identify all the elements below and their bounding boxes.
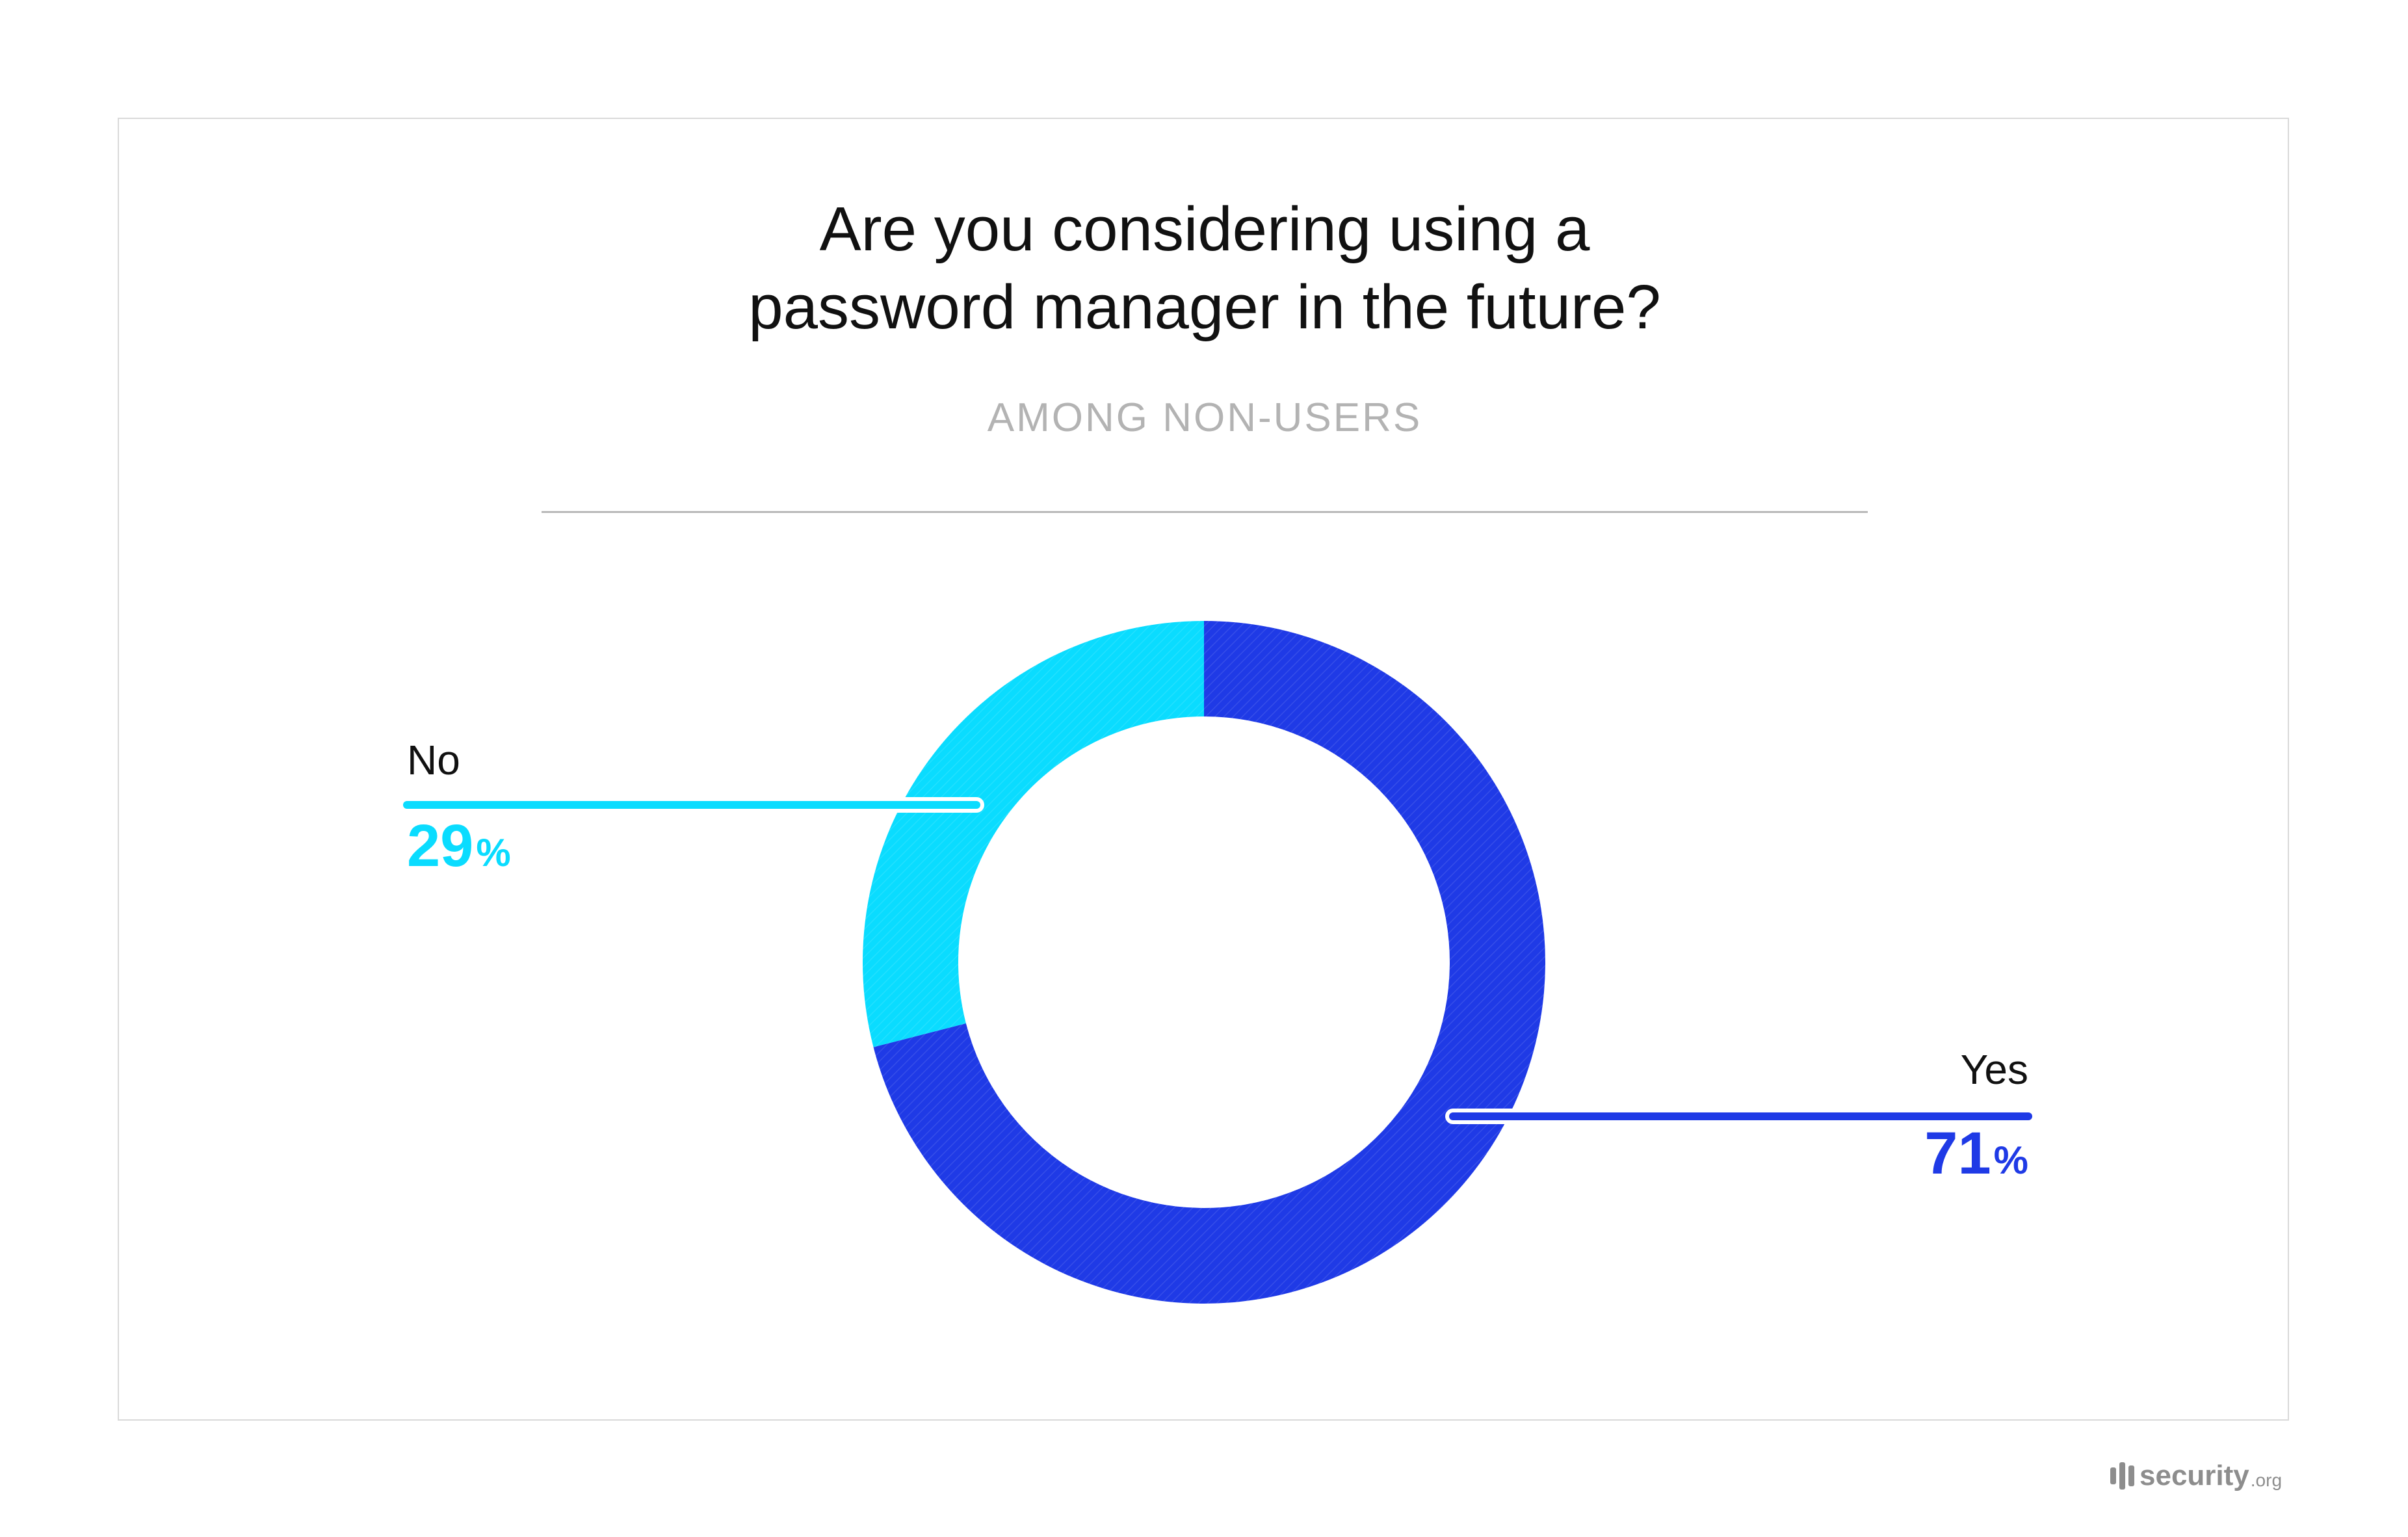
slice-label-no: No [407,737,460,783]
slice-label-yes: Yes [1961,1046,2028,1093]
logo-tld: .org [2250,1470,2283,1490]
slice-value-yes: 71% [1924,1120,2028,1187]
chart-title: Are you considering using a password man… [119,190,2290,347]
slice-value-no: 29% [407,813,511,879]
logo-name: security [2140,1460,2249,1491]
title-divider [542,511,1868,513]
chart-subtitle: AMONG NON-USERS [987,395,1422,440]
slice-no-texture [863,621,1204,1047]
logo-bars-icon [2110,1462,2134,1490]
chart-card: Are you considering using a password man… [118,118,2289,1421]
brand-logo: security .org [2110,1456,2282,1495]
chart-title-line-1: Are you considering using a [819,194,1590,264]
chart-title-line-2: password manager in the future? [748,272,1661,342]
